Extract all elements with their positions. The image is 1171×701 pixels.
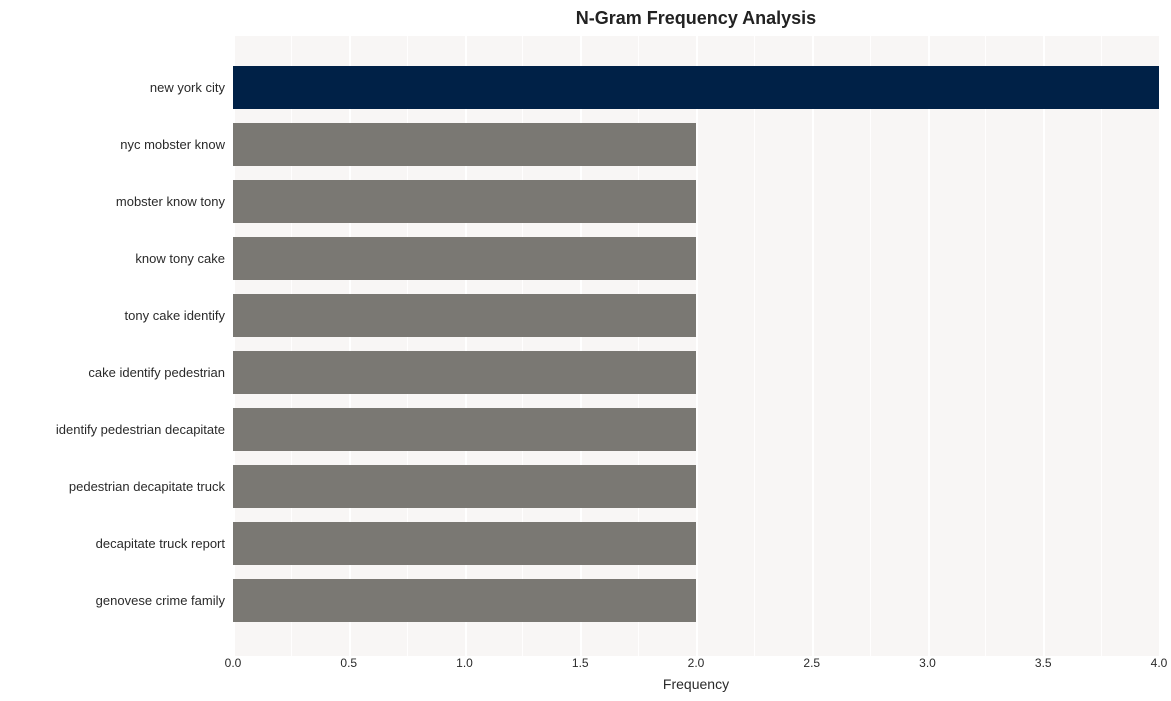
x-tick-label: 1.0 xyxy=(456,656,473,670)
x-tick-label: 2.5 xyxy=(803,656,820,670)
x-gridline xyxy=(696,36,698,656)
y-tick-label: mobster know tony xyxy=(5,195,225,208)
y-tick-label: tony cake identify xyxy=(5,309,225,322)
y-tick-label: decapitate truck report xyxy=(5,537,225,550)
x-gridline xyxy=(812,36,814,656)
y-tick-label: cake identify pedestrian xyxy=(5,366,225,379)
chart-title: N-Gram Frequency Analysis xyxy=(233,8,1159,29)
bar xyxy=(233,294,696,337)
bar xyxy=(233,66,1159,109)
x-minor-gridline xyxy=(985,36,986,656)
bar xyxy=(233,579,696,622)
x-tick-label: 0.5 xyxy=(340,656,357,670)
x-gridline xyxy=(1159,36,1161,656)
bar xyxy=(233,180,696,223)
bar xyxy=(233,237,696,280)
ngram-frequency-chart: N-Gram Frequency Analysis Frequency new … xyxy=(0,0,1171,701)
x-minor-gridline xyxy=(1101,36,1102,656)
bar xyxy=(233,465,696,508)
x-gridline xyxy=(1043,36,1045,656)
x-gridline xyxy=(928,36,930,656)
x-tick-label: 3.5 xyxy=(1035,656,1052,670)
x-tick-label: 3.0 xyxy=(919,656,936,670)
y-tick-label: identify pedestrian decapitate xyxy=(5,423,225,436)
bar xyxy=(233,522,696,565)
x-minor-gridline xyxy=(870,36,871,656)
bar xyxy=(233,408,696,451)
plot-area xyxy=(233,36,1159,656)
x-minor-gridline xyxy=(754,36,755,656)
x-tick-label: 2.0 xyxy=(688,656,705,670)
y-tick-label: new york city xyxy=(5,81,225,94)
x-axis-title: Frequency xyxy=(233,676,1159,692)
y-tick-label: nyc mobster know xyxy=(5,138,225,151)
x-tick-label: 0.0 xyxy=(225,656,242,670)
y-tick-label: genovese crime family xyxy=(5,594,225,607)
x-tick-label: 4.0 xyxy=(1151,656,1168,670)
x-tick-label: 1.5 xyxy=(572,656,589,670)
bar xyxy=(233,123,696,166)
bar xyxy=(233,351,696,394)
y-tick-label: know tony cake xyxy=(5,252,225,265)
y-tick-label: pedestrian decapitate truck xyxy=(5,480,225,493)
